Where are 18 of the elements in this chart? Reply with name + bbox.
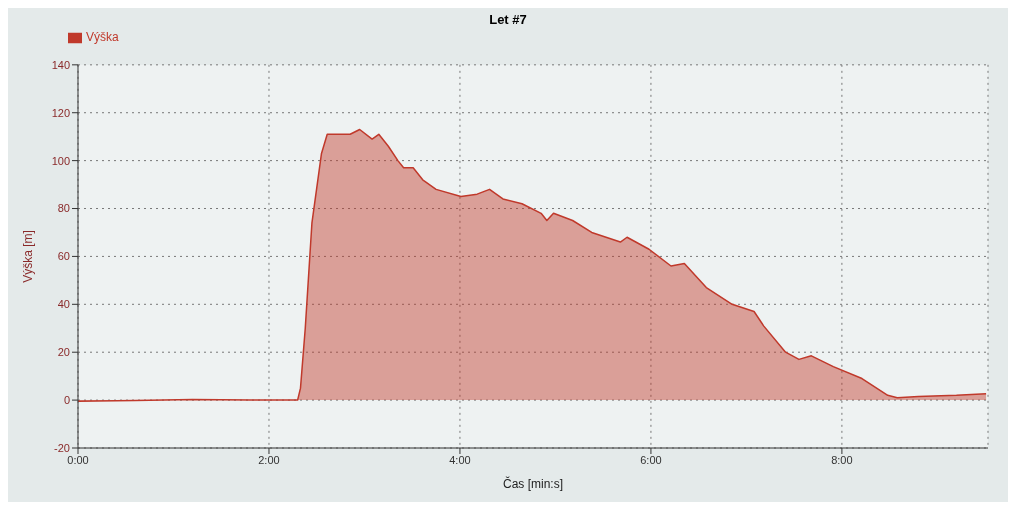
chart-title: Let #7 xyxy=(488,11,528,29)
legend-label: Výška xyxy=(86,30,119,44)
y-tick-label: 60 xyxy=(57,250,70,263)
y-tick-label: 40 xyxy=(57,298,70,311)
y-tick-label: 80 xyxy=(57,202,70,215)
y-tick-label: 100 xyxy=(51,154,70,167)
x-tick-label: 2:00 xyxy=(258,453,280,466)
y-tick-label: -20 xyxy=(54,441,70,454)
x-axis-title: Čas [min:s] xyxy=(502,476,564,491)
x-tick-label: 8:00 xyxy=(831,453,853,466)
y-axis-title: Výška [m] xyxy=(21,230,36,283)
y-tick-label: 0 xyxy=(63,394,70,407)
x-tick-label: 0:00 xyxy=(67,453,89,466)
x-tick-label: 4:00 xyxy=(449,453,471,466)
x-tick-label: 6:00 xyxy=(640,453,662,466)
y-tick-label: 20 xyxy=(57,346,70,359)
y-tick-label: 140 xyxy=(51,58,70,71)
y-tick-label: 120 xyxy=(51,106,70,119)
